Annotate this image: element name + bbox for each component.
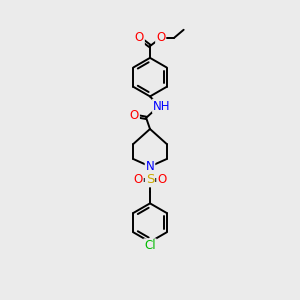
Text: NH: NH — [153, 100, 170, 112]
Text: O: O — [135, 32, 144, 44]
Text: O: O — [130, 109, 139, 122]
Text: N: N — [146, 160, 154, 173]
Text: O: O — [134, 173, 143, 186]
Text: S: S — [146, 173, 154, 186]
Text: Cl: Cl — [144, 239, 156, 252]
Text: O: O — [156, 32, 165, 44]
Text: O: O — [157, 173, 167, 186]
